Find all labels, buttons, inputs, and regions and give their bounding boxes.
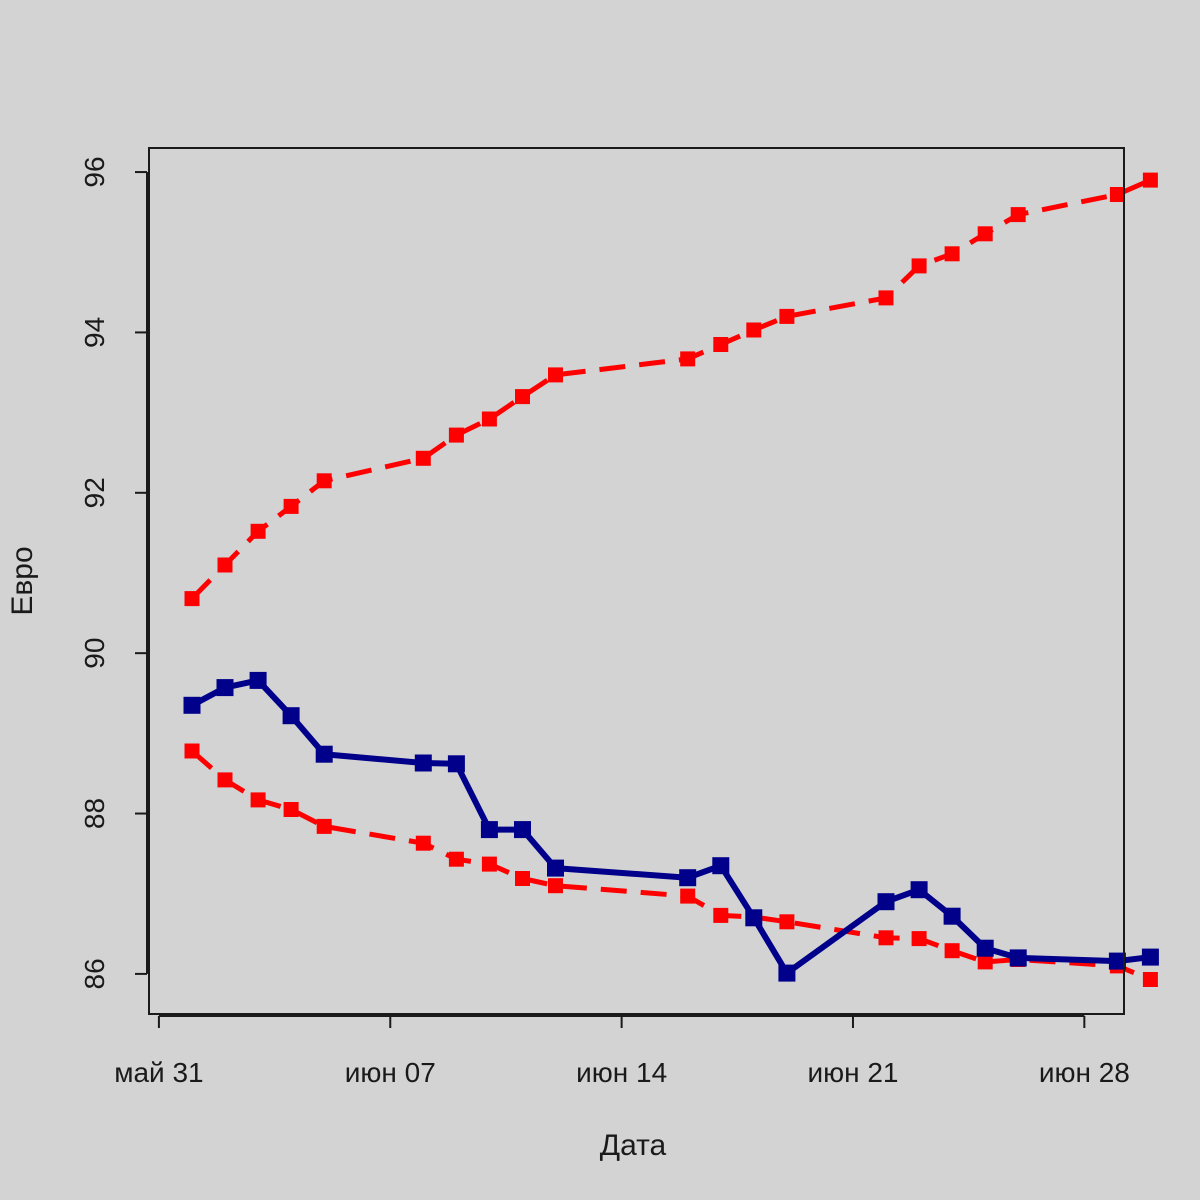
data-point — [414, 754, 432, 772]
data-point — [415, 450, 431, 466]
y-tick-label: 88 — [79, 798, 110, 829]
data-point — [976, 939, 994, 957]
y-axis-title: Евро — [6, 546, 39, 615]
data-point — [1142, 172, 1158, 188]
x-tick-label: июн 28 — [1039, 1057, 1130, 1088]
data-point — [878, 290, 894, 306]
data-point — [977, 954, 993, 970]
plot-frame — [148, 147, 1125, 1015]
y-tick-label: 90 — [79, 638, 110, 669]
data-point — [779, 914, 795, 930]
data-point — [316, 473, 332, 489]
data-point — [184, 743, 200, 759]
x-tick-label: июн 14 — [576, 1057, 667, 1088]
data-point — [911, 258, 927, 274]
x-tick-label: июн 21 — [807, 1057, 898, 1088]
x-tick-label: май 31 — [114, 1057, 203, 1088]
data-point — [548, 878, 563, 894]
data-point — [481, 411, 497, 427]
data-point — [1142, 972, 1158, 987]
data-point — [680, 351, 696, 367]
data-point — [778, 964, 796, 982]
data-point — [977, 226, 993, 242]
data-point — [184, 591, 200, 607]
data-point — [911, 931, 927, 947]
data-point — [415, 835, 431, 851]
data-point — [250, 792, 266, 808]
data-point — [283, 802, 299, 817]
data-point — [1010, 207, 1026, 223]
x-axis-title: Дата — [600, 1129, 667, 1162]
data-point — [878, 930, 894, 946]
data-point — [1141, 948, 1159, 966]
data-point — [283, 498, 299, 514]
data-point — [547, 859, 564, 877]
y-tick-label: 94 — [79, 317, 110, 348]
data-point — [548, 367, 563, 383]
data-point — [910, 881, 928, 899]
data-point — [679, 869, 697, 887]
data-point — [448, 851, 464, 867]
data-point — [877, 893, 895, 911]
data-point — [217, 557, 233, 573]
data-point — [944, 943, 960, 959]
data-point — [315, 745, 333, 763]
data-point — [217, 772, 233, 788]
data-point — [745, 909, 763, 927]
data-point — [515, 871, 530, 886]
data-point — [1109, 187, 1125, 202]
data-point — [282, 707, 300, 725]
data-point — [216, 679, 234, 697]
data-point — [514, 821, 531, 839]
data-point — [713, 337, 729, 352]
data-point — [712, 857, 730, 875]
data-point — [746, 322, 762, 338]
data-point — [944, 246, 960, 262]
data-point — [183, 696, 201, 714]
data-point — [447, 755, 465, 773]
data-point — [1108, 952, 1126, 970]
data-point — [316, 818, 332, 834]
data-point — [713, 907, 729, 923]
data-point — [249, 671, 267, 689]
y-tick-label: 86 — [79, 958, 110, 989]
data-point — [448, 427, 464, 443]
data-point — [943, 907, 961, 925]
x-tick-label: июн 07 — [345, 1057, 436, 1088]
data-point — [480, 821, 498, 839]
data-point — [250, 523, 266, 539]
y-tick-label: 96 — [79, 156, 110, 187]
y-tick-label: 92 — [79, 477, 110, 508]
data-point — [779, 308, 795, 324]
data-point — [680, 888, 696, 904]
data-point — [481, 856, 497, 872]
data-point — [1009, 949, 1027, 967]
data-point — [515, 389, 530, 405]
